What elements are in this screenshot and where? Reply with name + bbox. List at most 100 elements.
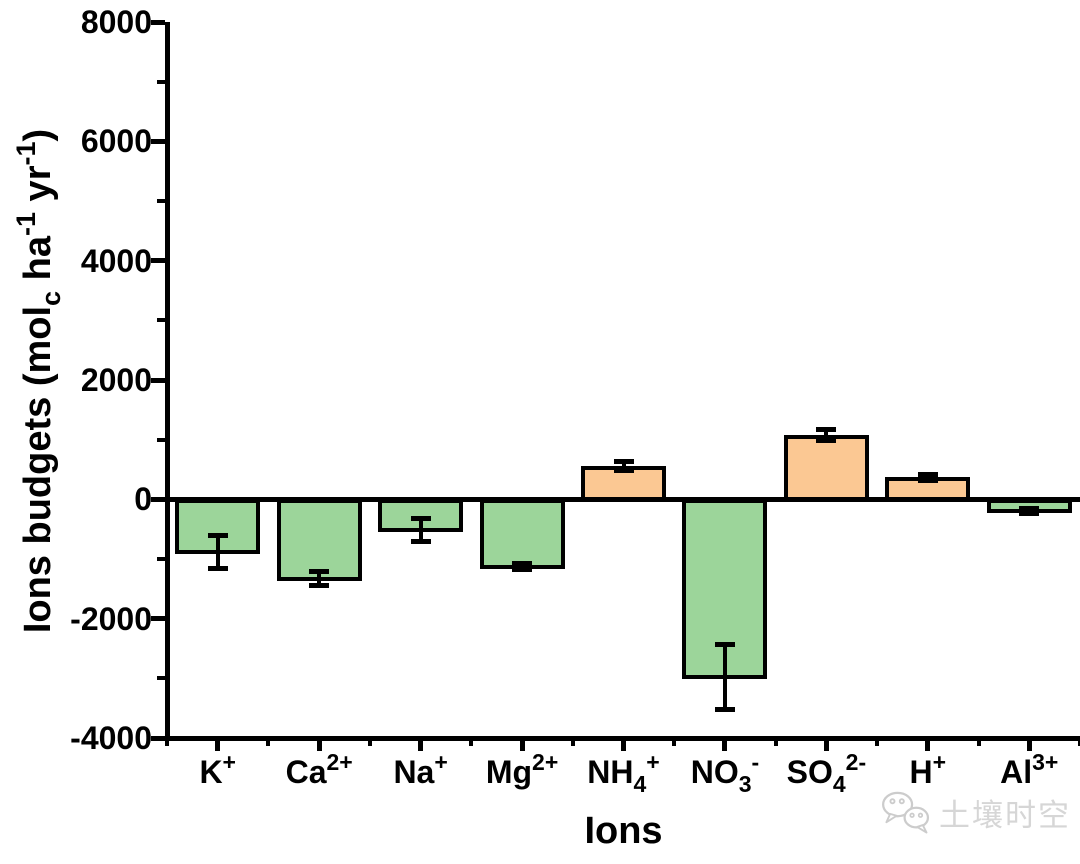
superscript: 3+: [1032, 749, 1059, 775]
text-segment: yr: [17, 165, 59, 212]
superscript: 2+: [532, 749, 559, 775]
y-tick-label-0: 0: [134, 481, 152, 518]
x-tick-label-NH₄⁺: NH4+: [564, 749, 684, 797]
x-minor-tick: [875, 738, 880, 746]
x-minor-tick: [469, 738, 474, 746]
error-bar-SO₄²⁻: [824, 429, 829, 441]
error-cap-top-K⁺: [207, 532, 228, 538]
error-bar-Ca²⁺: [317, 571, 322, 586]
x-major-tick: [215, 738, 221, 751]
y-minor-tick: [156, 437, 165, 442]
error-cap-bottom-NO₃⁻: [714, 707, 735, 713]
superscript: 2-: [845, 749, 867, 775]
text-segment: Ca: [285, 754, 327, 790]
text-segment: Na: [393, 754, 435, 790]
error-bar-Na⁺: [418, 518, 423, 542]
error-cap-top-SO₄²⁻: [816, 427, 837, 433]
text-segment: Al: [1000, 754, 1033, 790]
superscript: -1: [11, 212, 41, 237]
y-minor-tick: [156, 199, 165, 203]
x-axis-line: [164, 735, 1080, 741]
text-segment: Mg: [485, 754, 533, 790]
y-major-tick: [150, 735, 165, 741]
y-tick-label-4000: 4000: [80, 242, 152, 279]
error-cap-top-Na⁺: [410, 515, 431, 521]
x-minor-tick: [976, 738, 981, 746]
x-minor-tick: [266, 738, 271, 746]
x-minor-tick: [367, 738, 372, 746]
x-major-tick: [722, 738, 728, 751]
error-cap-bottom-Na⁺: [410, 538, 431, 544]
x-tick-label-Mg²⁺: Mg2+: [462, 749, 582, 793]
text-segment: SO: [786, 754, 833, 790]
superscript: +: [434, 749, 448, 775]
superscript: -1: [11, 141, 41, 166]
x-minor-tick: [672, 738, 677, 746]
x-major-tick: [418, 738, 424, 751]
x-axis-title: Ions: [584, 810, 663, 852]
superscript: +: [932, 749, 947, 775]
x-minor-tick: [1078, 738, 1080, 746]
watermark-text: 土壤时空: [939, 797, 1071, 833]
text-segment: H: [909, 754, 933, 790]
y-minor-tick: [156, 318, 165, 323]
error-cap-top-Al³⁺: [1019, 506, 1040, 512]
x-tick-label-Ca²⁺: Ca2+: [259, 749, 379, 793]
error-cap-bottom-Ca²⁺: [309, 583, 330, 589]
watermark: 土壤时空: [878, 788, 1071, 836]
superscript: -: [751, 749, 760, 775]
subscript: 4: [832, 771, 846, 797]
y-minor-tick: [156, 676, 165, 681]
error-cap-bottom-NH₄⁺: [613, 467, 634, 473]
superscript: +: [646, 749, 660, 775]
x-minor-tick: [570, 738, 575, 746]
text-segment: ): [17, 128, 59, 142]
x-tick-label-K⁺: K+: [158, 749, 278, 793]
y-tick-label-8000: 8000: [80, 4, 152, 40]
error-cap-top-Mg²⁺: [512, 561, 533, 567]
text-segment: Ions budgets (mol: [17, 305, 59, 634]
x-minor-tick: [165, 738, 169, 746]
subscript: 4: [633, 771, 647, 797]
x-major-tick: [1026, 738, 1032, 751]
bar-Mg²⁺: [479, 499, 565, 569]
y-major-tick: [150, 377, 165, 383]
wechat-icon: [882, 791, 930, 834]
y-major-tick: [150, 138, 165, 144]
x-tick-label-H⁺: H+: [868, 749, 988, 793]
x-major-tick: [823, 738, 829, 751]
error-bar-Mg²⁺: [520, 563, 525, 570]
error-bar-NH₄⁺: [621, 461, 626, 471]
y-major-tick: [150, 258, 165, 264]
y-major-tick: [150, 616, 165, 622]
error-bar-H⁺: [925, 474, 930, 481]
text-segment: ha: [17, 236, 59, 291]
x-major-tick: [519, 738, 525, 751]
superscript: +: [222, 749, 236, 775]
zero-line: [167, 496, 1080, 502]
x-tick-label-SO₄²⁻: SO42-: [766, 749, 886, 797]
y-major-tick: [150, 496, 165, 502]
error-cap-bottom-H⁺: [917, 477, 938, 483]
y-tick-label-6000: 6000: [80, 123, 152, 160]
bar-SO₄²⁻: [783, 434, 869, 502]
y-tick-label--2000: -2000: [70, 600, 152, 637]
x-tick-label-Al³⁺: Al3+: [969, 749, 1080, 793]
y-tick-label-2000: 2000: [80, 362, 152, 398]
superscript: 2+: [326, 749, 353, 775]
text-segment: K: [199, 754, 223, 790]
error-cap-top-H⁺: [917, 471, 938, 477]
x-major-tick: [621, 738, 626, 751]
error-cap-top-NH₄⁺: [613, 459, 634, 465]
subscript: c: [36, 290, 66, 306]
x-major-tick: [316, 738, 322, 751]
subscript: 3: [738, 771, 752, 797]
y-tick-label--4000: -4000: [70, 720, 152, 756]
x-tick-label-NO₃⁻: NO3-: [665, 749, 785, 797]
error-cap-bottom-Al³⁺: [1019, 511, 1040, 517]
text-segment: NO: [690, 754, 739, 790]
error-cap-top-Ca²⁺: [309, 569, 330, 575]
y-minor-tick: [156, 79, 165, 84]
